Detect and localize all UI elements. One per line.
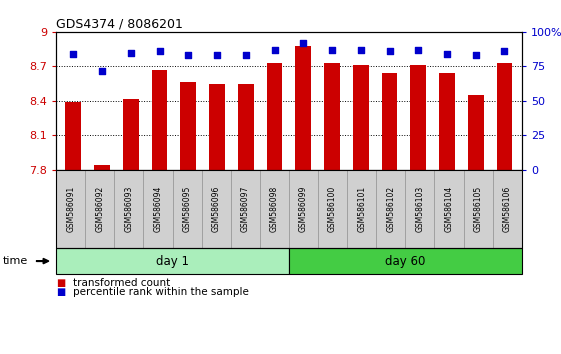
Bar (381, 73, 397, 170)
Text: GSM586096: GSM586096 (211, 185, 220, 232)
Bar (324, 63, 340, 170)
Text: GDS4374 / 8086201: GDS4374 / 8086201 (56, 18, 183, 31)
Text: day 60: day 60 (385, 255, 425, 268)
Text: percentile rank within the sample: percentile rank within the sample (73, 287, 249, 297)
Bar (353, 65, 369, 170)
Bar (209, 84, 225, 170)
Text: GSM586105: GSM586105 (473, 186, 482, 232)
Bar (151, 70, 168, 170)
Bar (496, 63, 512, 170)
Text: GSM586099: GSM586099 (299, 185, 308, 232)
Point (98, 68, 107, 73)
Point (356, 47, 365, 53)
Point (69, 51, 78, 57)
Point (385, 48, 394, 54)
Point (213, 52, 222, 58)
Bar (181, 82, 196, 170)
Point (500, 48, 509, 54)
Text: GSM586095: GSM586095 (182, 185, 191, 232)
Text: GSM586093: GSM586093 (125, 185, 134, 232)
Point (155, 48, 164, 54)
Point (328, 47, 337, 53)
Point (443, 51, 452, 57)
Bar (296, 46, 311, 170)
Text: GSM586104: GSM586104 (444, 186, 453, 232)
Text: ■: ■ (56, 278, 65, 288)
Bar (468, 95, 484, 170)
Text: GSM586106: GSM586106 (503, 186, 512, 232)
Text: GSM586098: GSM586098 (270, 186, 279, 232)
Bar (238, 84, 254, 170)
Point (126, 50, 135, 56)
Point (241, 52, 250, 58)
Text: time: time (3, 256, 28, 266)
Bar (410, 65, 426, 170)
Bar (266, 63, 282, 170)
Text: GSM586102: GSM586102 (387, 186, 396, 232)
Text: GSM586100: GSM586100 (328, 186, 337, 232)
Text: GSM586092: GSM586092 (95, 186, 104, 232)
Bar (66, 102, 81, 170)
Text: GSM586097: GSM586097 (241, 185, 250, 232)
Bar (123, 98, 139, 170)
Bar (94, 165, 110, 170)
Text: transformed count: transformed count (73, 278, 170, 288)
Point (414, 47, 423, 53)
Text: GSM586091: GSM586091 (66, 186, 75, 232)
Point (270, 47, 279, 53)
Text: ■: ■ (56, 287, 65, 297)
Point (184, 52, 193, 58)
Point (471, 52, 480, 58)
Text: GSM586101: GSM586101 (357, 186, 366, 232)
Bar (439, 73, 455, 170)
Point (299, 40, 308, 46)
Text: GSM586103: GSM586103 (415, 186, 424, 232)
Text: GSM586094: GSM586094 (154, 185, 163, 232)
Text: day 1: day 1 (156, 255, 189, 268)
